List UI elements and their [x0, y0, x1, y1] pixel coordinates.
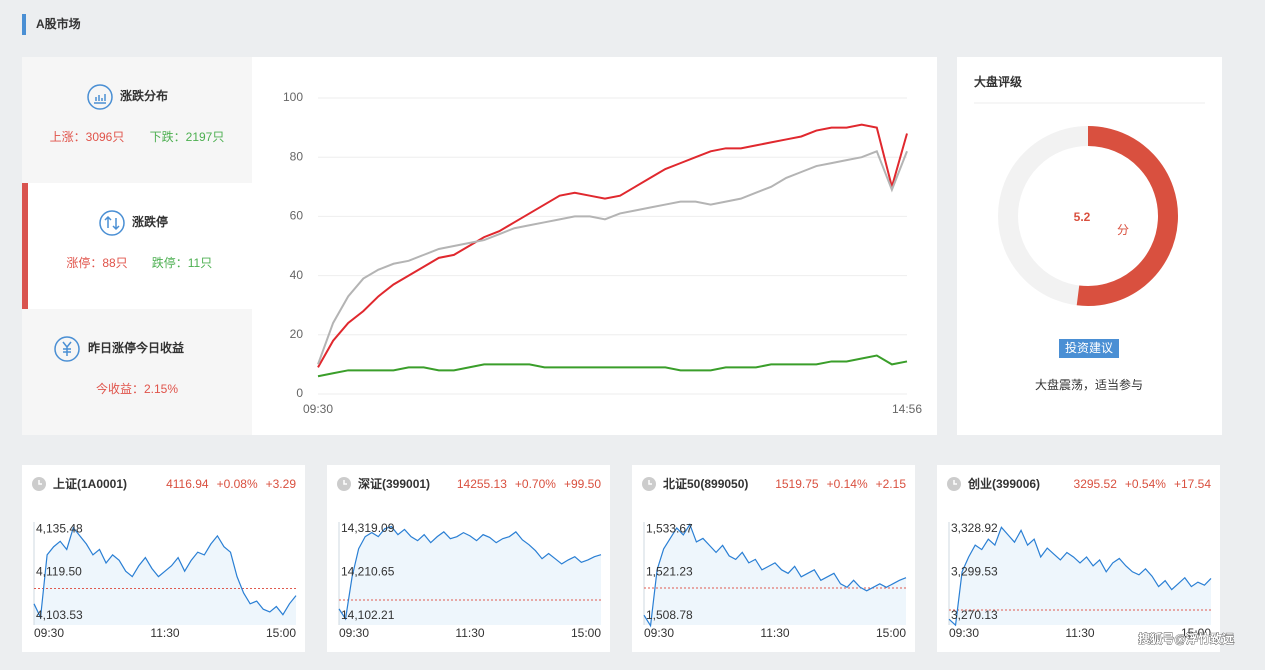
series-line	[317, 123, 908, 368]
index-price: 1519.75	[775, 477, 819, 491]
tag: 投资建议	[1065, 340, 1113, 355]
y-tick-label: 100	[283, 90, 303, 104]
series-line	[317, 354, 908, 378]
x-tick-label: 15:00	[266, 626, 296, 640]
tab-title: 涨跌停	[132, 214, 168, 229]
gauge-arc	[1076, 126, 1178, 306]
index-change-pct: +0.54%	[1125, 477, 1166, 491]
chart-panel	[252, 57, 937, 435]
x-tick-label: 09:30	[303, 402, 333, 416]
icon	[54, 84, 125, 362]
index-title: 深证(399001)	[358, 476, 430, 491]
tab-stat: 下跌：2197只	[150, 129, 225, 144]
y-tick-label: 20	[290, 327, 304, 341]
index-title: 北证50(899050)	[663, 476, 748, 491]
index-price: 4116.94	[166, 477, 209, 491]
y-tick-label: 14,210.65	[341, 565, 395, 579]
tag-bg	[1059, 339, 1119, 358]
x-tick-label: 11:30	[1065, 626, 1094, 640]
charts: 0 20 40 60 80 100 09:30 14:56 上证(1A0001) +3.29 +0.…	[22, 90, 1220, 652]
area	[644, 524, 906, 626]
x-tick-label: 14:56	[892, 402, 922, 416]
tab-stat: 上涨：3096只	[50, 129, 125, 144]
rating-unit: 分	[1117, 223, 1129, 237]
index-change: +2.15	[876, 477, 907, 491]
series-line	[317, 149, 908, 365]
area-line	[643, 523, 907, 628]
y-tick-label: 3,299.53	[951, 565, 998, 579]
watermark: 搜狐号@浮竹致远	[1138, 631, 1234, 646]
clock-hand	[38, 480, 42, 485]
x-tick-label: 15:00	[1181, 626, 1211, 640]
area	[949, 527, 1211, 626]
tab-active[interactable]	[22, 183, 252, 309]
y-tick-label: 1,521.23	[646, 565, 693, 579]
y-tick-label: 14,319.09	[341, 521, 395, 535]
index-change-pct: +0.08%	[217, 477, 258, 491]
clock-hand	[648, 480, 652, 485]
x-tick-label: 15:00	[876, 626, 906, 640]
x-tick-label: 09:30	[644, 626, 674, 640]
index-price: 14255.13	[457, 477, 507, 491]
clock-hand	[953, 480, 957, 485]
y-tick-label: 14,102.21	[341, 608, 395, 622]
y-tick-label: 0	[296, 386, 303, 400]
index-change: +99.50	[564, 477, 601, 491]
tab-stat: 今收益：2.15%	[96, 381, 178, 396]
tab-stat: 跌停：11只	[152, 255, 212, 270]
tab[interactable]	[22, 309, 252, 435]
y-tick-label: 4,119.50	[36, 565, 82, 579]
section-title: A股市场	[36, 16, 81, 31]
tab-title: 昨日涨停今日收益	[88, 340, 184, 355]
clock-hand	[343, 480, 347, 485]
advice: 大盘震荡，适当参与	[1035, 377, 1143, 392]
index-change: +3.29	[266, 477, 297, 491]
index-change: +17.54	[1174, 477, 1211, 491]
x-tick-label: 11:30	[455, 626, 484, 640]
tab-title: 涨跌分布	[120, 88, 168, 103]
y-tick-label: 3,328.92	[951, 521, 998, 535]
index-price: 3295.52	[1074, 477, 1118, 491]
y-tick-label: 40	[290, 268, 304, 282]
x-tick-label: 11:30	[150, 626, 179, 640]
y-tick-label: 4,135.48	[36, 521, 83, 535]
area	[34, 527, 296, 625]
area-line	[338, 525, 602, 621]
area-line	[33, 526, 297, 620]
x-tick-label: 09:30	[339, 626, 369, 640]
index-change-pct: +0.70%	[515, 477, 556, 491]
rating-panel	[957, 57, 1222, 435]
index-title: 创业(399006)	[967, 476, 1040, 491]
y-tick-label: 3,270.13	[951, 608, 998, 622]
x-tick-label: 09:30	[949, 626, 979, 640]
area-line	[948, 526, 1212, 627]
x-tick-label: 11:30	[760, 626, 789, 640]
x-tick-label: 15:00	[571, 626, 601, 640]
title-bar	[22, 14, 26, 35]
rating-score: 5.2	[1074, 210, 1091, 224]
tab-indicator	[22, 183, 28, 309]
index-change-pct: +0.14%	[827, 477, 868, 491]
y-tick-label: 1,533.67	[646, 521, 693, 535]
y-tick-label: 4,103.53	[36, 608, 83, 622]
y-tick-label: 60	[290, 209, 304, 223]
tab-stat: 涨停：88只	[66, 255, 127, 270]
index-title: 上证(1A0001)	[53, 476, 127, 491]
y-tick-label: 1,508.78	[646, 608, 693, 622]
tab[interactable]	[22, 57, 252, 183]
rating-title: 大盘评级	[974, 74, 1022, 89]
y-tick-label: 80	[290, 149, 304, 163]
x-tick-label: 09:30	[34, 626, 64, 640]
